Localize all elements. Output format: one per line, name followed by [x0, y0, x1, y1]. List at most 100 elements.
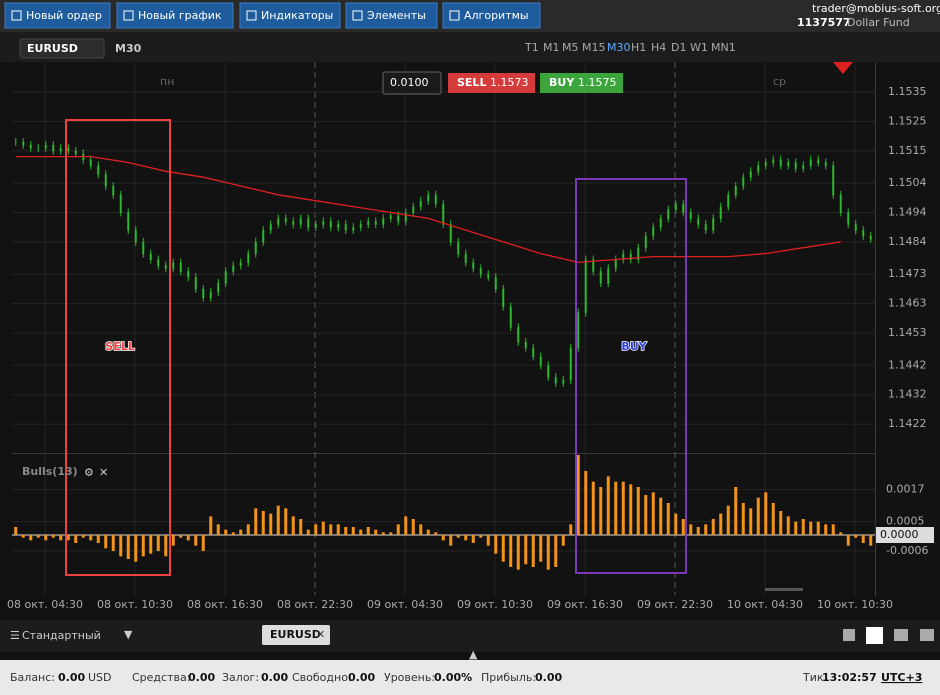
layout-grid[interactable]: [866, 627, 883, 644]
indicator-bar: [51, 535, 55, 538]
indicator-bar: [794, 521, 798, 535]
indicator-bar: [396, 524, 400, 535]
timeframe-button[interactable]: H4: [651, 41, 666, 54]
indicator-settings[interactable]: ⚙: [84, 466, 94, 479]
account-fund: Dollar Fund: [847, 16, 910, 29]
indicator-bar: [824, 524, 828, 535]
currency: USD: [88, 671, 112, 684]
layout-single[interactable]: [843, 629, 855, 641]
margin-label: Залог:: [222, 671, 259, 684]
time-label: 10 окт. 10:30: [817, 598, 893, 611]
indicator-bar: [711, 519, 715, 535]
indicator-bar: [96, 535, 100, 543]
indicator-bar: [329, 524, 333, 535]
indicator-bar: [494, 535, 498, 554]
indicator-bar: [576, 455, 580, 535]
time-label: 08 окт. 16:30: [187, 598, 263, 611]
timeframe-button[interactable]: T1: [524, 41, 539, 54]
profit: 0.00: [535, 671, 562, 684]
toolbar-button[interactable]: [345, 2, 438, 29]
indicator-bar: [614, 481, 618, 535]
indicator-bar: [681, 519, 685, 535]
toolbar-button[interactable]: [4, 2, 111, 29]
layout-name[interactable]: Стандартный: [22, 629, 101, 642]
indicator-bar: [756, 497, 760, 535]
time-label: 09 окт. 16:30: [547, 598, 623, 611]
timeframe-button[interactable]: D1: [671, 41, 686, 54]
indicator-bar: [764, 492, 768, 535]
toolbar-button[interactable]: [239, 2, 341, 29]
indicator-bar: [621, 481, 625, 535]
indicator-bar: [846, 535, 850, 546]
indicator-bar: [21, 535, 25, 538]
button-label: Новый ордер: [26, 9, 102, 22]
indicator-bar: [809, 521, 813, 535]
indicator-bar: [726, 505, 730, 535]
indicator-bar: [554, 535, 558, 567]
y-tick-label: -0.0006: [886, 544, 928, 557]
button-icon: [352, 10, 363, 21]
y-tick-label: 1.1535: [888, 85, 927, 98]
timezone[interactable]: UTC+3: [881, 671, 922, 684]
timeframe-button[interactable]: M1: [543, 41, 560, 54]
button-label: Индикаторы: [261, 9, 333, 22]
indicator-close[interactable]: ✕: [99, 466, 108, 479]
status-toggle[interactable]: ▲: [469, 648, 478, 661]
indicator-bar: [44, 535, 48, 541]
layout-columns[interactable]: [894, 629, 908, 641]
layout-rows[interactable]: [920, 629, 934, 641]
indicator-bar: [201, 535, 205, 551]
timeframe-button[interactable]: W1: [690, 41, 708, 54]
indicator-pane: [12, 455, 875, 595]
timeframe-button[interactable]: M30: [607, 41, 631, 54]
time-label: 09 окт. 10:30: [457, 598, 533, 611]
current-value: 0.0000: [880, 528, 919, 541]
indicator-bar: [66, 535, 70, 541]
chart-tab[interactable]: [262, 625, 330, 645]
timeframe-button[interactable]: M5: [562, 41, 579, 54]
indicator-bar: [456, 535, 460, 538]
layout-dropdown[interactable]: ▼: [124, 628, 133, 641]
timeframe-button[interactable]: H1: [631, 41, 646, 54]
indicator-bar: [374, 529, 378, 535]
indicator-bar: [134, 535, 138, 562]
indicator-bar: [539, 535, 543, 562]
sell-button[interactable]: [448, 73, 535, 93]
timeframe-button[interactable]: M15: [582, 41, 606, 54]
tick-label: Тик: [802, 671, 824, 684]
timeframe-button[interactable]: MN1: [711, 41, 736, 54]
indicator-bar: [509, 535, 513, 567]
layout-icon: ☰: [10, 629, 20, 642]
indicator-bar: [194, 535, 198, 546]
level-label: Уровень:: [384, 671, 435, 684]
symbol-select[interactable]: [19, 38, 105, 59]
indicator-bar: [831, 524, 835, 535]
indicator-bar: [651, 492, 655, 535]
equity-label: Средства:: [132, 671, 190, 684]
indicator-bar: [344, 527, 348, 535]
indicator-bar: [569, 524, 573, 535]
indicator-bar: [284, 508, 288, 535]
indicator-bar: [299, 519, 303, 535]
indicator-bar: [771, 503, 775, 535]
indicator-bar: [306, 529, 310, 535]
toolbar-button[interactable]: [116, 2, 234, 29]
indicator-bar: [14, 527, 18, 535]
y-tick-label: 1.1432: [888, 388, 927, 401]
buy-button[interactable]: [540, 73, 623, 93]
profit-label: Прибыль:: [481, 671, 536, 684]
balance: 0.00: [58, 671, 85, 684]
balance-label: Баланс:: [10, 671, 55, 684]
moving-average: [15, 155, 841, 264]
buy-box: [575, 178, 687, 574]
chart-tab-close[interactable]: ✕: [316, 628, 325, 641]
indicator-bar: [531, 535, 535, 567]
indicator-bar: [359, 529, 363, 535]
volume-input[interactable]: [382, 71, 442, 95]
indicator-bar: [561, 535, 565, 546]
annotation: BUY: [621, 340, 647, 353]
indicator-bar: [689, 524, 693, 535]
time: 13:02:57: [822, 671, 877, 684]
indicator-bar: [261, 511, 265, 535]
indicator-bar: [59, 535, 63, 541]
